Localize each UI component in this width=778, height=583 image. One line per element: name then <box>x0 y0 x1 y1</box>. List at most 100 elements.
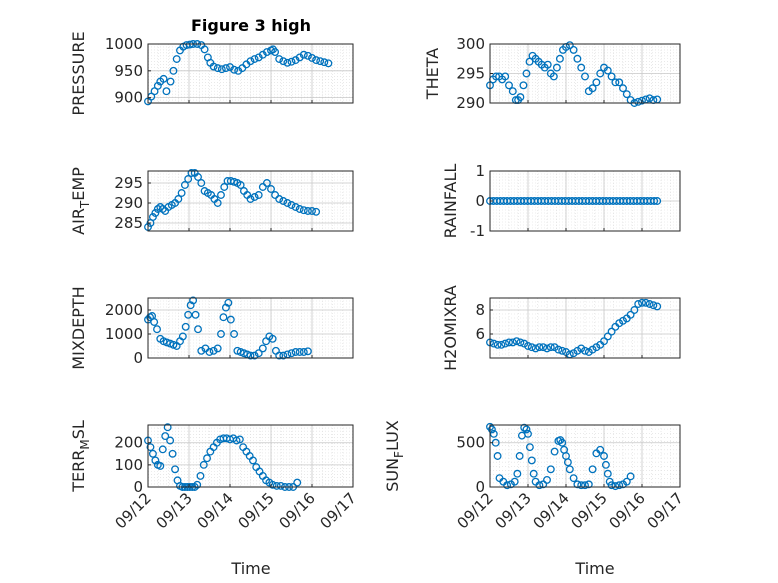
data-point <box>527 343 536 352</box>
data-point <box>174 195 183 203</box>
data-point <box>524 342 532 350</box>
data-point <box>577 63 586 72</box>
data-point <box>166 436 175 445</box>
data-point <box>549 72 558 81</box>
ylabel-pressure: PRESSURE <box>69 31 88 115</box>
data-point <box>295 348 304 356</box>
data-point <box>194 325 202 334</box>
data-point <box>619 84 627 93</box>
y-tick-label: 0 <box>133 349 143 367</box>
data-point <box>291 348 300 356</box>
data-point <box>497 340 506 349</box>
data-point <box>527 456 536 465</box>
y-tick-label: 300 <box>456 35 485 53</box>
data-point <box>303 51 312 60</box>
data-point <box>213 344 222 353</box>
data-point <box>615 481 624 490</box>
y-tick-label: 2000 <box>105 301 143 319</box>
ylabel-subscript: M <box>78 439 92 449</box>
y-tick-label: 0 <box>475 192 485 210</box>
data-point <box>250 55 259 63</box>
data-point <box>283 199 292 207</box>
data-point <box>600 337 608 346</box>
data-point <box>220 183 229 191</box>
data-point <box>184 310 193 319</box>
ylabel-part: LUX <box>383 420 402 451</box>
axes-box <box>147 297 354 359</box>
data-point <box>603 469 612 478</box>
xlabel-time-left: Time <box>230 559 270 578</box>
data-point <box>148 449 157 458</box>
data-point <box>573 480 582 489</box>
data-point <box>187 169 196 177</box>
data-point <box>171 465 180 474</box>
y-tick-label: 6 <box>475 325 485 343</box>
data-point <box>219 313 228 322</box>
data-point <box>645 300 654 308</box>
y-tick-label: 0 <box>475 478 485 496</box>
data-point <box>543 60 552 69</box>
panel-air-temp: 285 290 295 AIRTEMP <box>69 167 354 235</box>
panel-theta: 290 295 300 THETA <box>423 35 681 112</box>
data-point <box>163 423 172 432</box>
ylabel-rainfall: RAINFALL <box>441 164 460 239</box>
y-tick-label: 500 <box>456 434 485 452</box>
ylabel-air-temp: AIRTEMP <box>69 167 92 235</box>
data-point <box>622 90 631 99</box>
data-point <box>151 209 160 217</box>
data-point <box>543 344 551 353</box>
data-point <box>283 58 292 67</box>
data-point <box>308 207 316 215</box>
data-point <box>184 175 193 183</box>
axes-box <box>147 424 354 488</box>
y-tick-label: 1000 <box>105 35 143 53</box>
data-point <box>299 50 308 59</box>
data-point <box>180 181 189 189</box>
data-point <box>501 72 510 81</box>
data-point <box>230 330 239 338</box>
data-point <box>262 179 271 187</box>
data-point <box>236 181 245 189</box>
data-point <box>146 443 155 452</box>
data-point <box>649 301 658 310</box>
data-point <box>596 445 605 454</box>
data-point <box>550 447 559 456</box>
x-tick-label: 09/17 <box>644 489 687 532</box>
data-point <box>653 302 662 311</box>
data-point <box>565 465 574 474</box>
data-point <box>525 443 534 452</box>
figure-title: Figure 3 high <box>191 16 311 35</box>
data-point <box>546 343 555 352</box>
data-point <box>159 74 168 83</box>
data-point <box>515 452 524 460</box>
panel-rainfall: -1 0 1 RAINFALL <box>441 162 681 240</box>
data-point <box>196 471 205 480</box>
data-point <box>150 318 159 326</box>
data-point <box>194 173 202 181</box>
data-point <box>156 462 165 470</box>
data-point <box>539 343 548 352</box>
data-point <box>516 338 525 347</box>
data-point <box>213 64 222 73</box>
data-point <box>569 474 578 483</box>
y-tick-label: 900 <box>114 89 143 107</box>
panel-h2omixra: 6 8 H2OMIXRA <box>441 285 681 371</box>
data-point <box>522 69 531 78</box>
data-point <box>512 337 521 346</box>
data-point <box>235 435 244 444</box>
data-point <box>563 458 572 467</box>
data-point <box>287 201 296 209</box>
data-point <box>275 55 284 63</box>
data-point <box>275 351 284 360</box>
panel-pressure: 900 950 1000 PRESSURE <box>69 31 354 116</box>
data-point <box>279 57 288 66</box>
xlabel-time-right: Time <box>574 559 614 578</box>
data-point <box>250 351 259 360</box>
data-point <box>205 348 214 356</box>
ylabel-part: EMP <box>69 167 88 201</box>
y-tick-label: 290 <box>456 94 485 112</box>
data-point <box>178 332 187 341</box>
data-point <box>246 57 255 66</box>
data-point <box>558 438 567 447</box>
ylabel-part: TERR <box>69 450 88 493</box>
